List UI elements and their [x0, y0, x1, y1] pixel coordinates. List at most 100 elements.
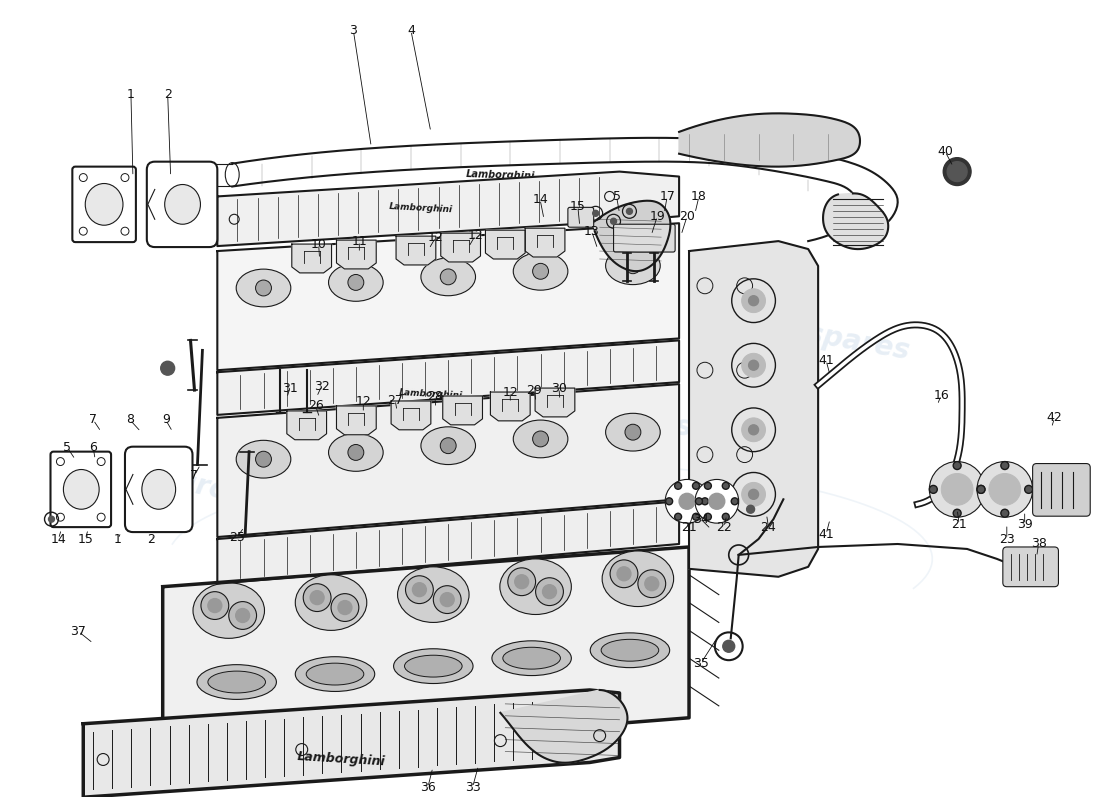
Ellipse shape [236, 440, 290, 478]
Circle shape [741, 482, 766, 506]
Circle shape [732, 498, 738, 505]
Polygon shape [535, 388, 575, 417]
Circle shape [610, 218, 616, 224]
Circle shape [693, 482, 700, 490]
Circle shape [741, 289, 766, 313]
Text: 16: 16 [934, 389, 949, 402]
Polygon shape [287, 411, 327, 440]
Ellipse shape [405, 655, 462, 677]
Circle shape [989, 474, 1021, 506]
Text: 18: 18 [691, 190, 707, 203]
Polygon shape [441, 233, 481, 262]
Circle shape [1001, 462, 1009, 470]
Text: 5: 5 [64, 441, 72, 454]
Circle shape [702, 498, 708, 505]
Text: 11: 11 [352, 234, 367, 248]
Text: 12: 12 [503, 386, 518, 398]
Polygon shape [218, 341, 679, 415]
Circle shape [593, 210, 598, 216]
Text: 40: 40 [937, 146, 954, 158]
Circle shape [338, 601, 352, 614]
Ellipse shape [64, 470, 99, 510]
Ellipse shape [295, 574, 366, 630]
Text: 7: 7 [190, 469, 198, 482]
Circle shape [954, 510, 961, 517]
Text: Lamborghini: Lamborghini [297, 750, 386, 769]
Text: eurospares: eurospares [734, 307, 912, 366]
Ellipse shape [421, 258, 475, 296]
Polygon shape [218, 171, 679, 246]
Ellipse shape [503, 647, 560, 669]
Text: 38: 38 [1031, 538, 1046, 550]
Text: 12: 12 [468, 229, 483, 242]
Circle shape [666, 479, 708, 523]
Text: 21: 21 [681, 521, 697, 534]
Circle shape [610, 560, 638, 588]
Text: 9: 9 [162, 414, 169, 426]
Circle shape [348, 274, 364, 290]
Circle shape [433, 586, 461, 614]
Polygon shape [485, 230, 525, 259]
Polygon shape [392, 401, 431, 430]
Circle shape [674, 482, 682, 490]
Text: 21: 21 [952, 518, 967, 530]
Circle shape [741, 354, 766, 377]
Text: 35: 35 [693, 657, 708, 670]
FancyBboxPatch shape [73, 166, 136, 242]
Text: 23: 23 [999, 533, 1014, 546]
Text: 14: 14 [51, 533, 66, 546]
Ellipse shape [606, 247, 660, 285]
Circle shape [749, 296, 759, 306]
Text: 19: 19 [649, 210, 666, 222]
Circle shape [201, 592, 229, 619]
Circle shape [638, 570, 666, 598]
FancyBboxPatch shape [1033, 463, 1090, 516]
Circle shape [515, 574, 529, 589]
Circle shape [617, 567, 631, 581]
Circle shape [723, 514, 729, 520]
Text: 13: 13 [584, 225, 600, 238]
Circle shape [627, 208, 632, 214]
Text: 32: 32 [314, 379, 330, 393]
Circle shape [310, 590, 324, 605]
Polygon shape [337, 406, 376, 434]
Circle shape [723, 640, 735, 652]
Polygon shape [84, 690, 619, 798]
Polygon shape [337, 240, 376, 269]
Text: Lamborghini: Lamborghini [398, 388, 463, 400]
Text: 33: 33 [464, 781, 481, 794]
Circle shape [977, 486, 985, 494]
Circle shape [679, 494, 695, 510]
Text: 15: 15 [77, 533, 94, 546]
Polygon shape [823, 194, 888, 249]
Circle shape [304, 584, 331, 611]
Circle shape [695, 498, 703, 505]
Circle shape [1025, 486, 1033, 494]
Circle shape [947, 162, 967, 182]
Ellipse shape [421, 427, 475, 465]
Circle shape [930, 462, 984, 517]
FancyBboxPatch shape [146, 162, 218, 247]
Circle shape [666, 498, 672, 505]
Text: 25: 25 [229, 530, 245, 543]
Text: 7: 7 [89, 414, 97, 426]
Text: 26: 26 [308, 399, 323, 413]
Ellipse shape [329, 434, 383, 471]
Circle shape [406, 576, 433, 603]
Circle shape [440, 593, 454, 606]
Circle shape [161, 362, 175, 375]
Text: 3: 3 [350, 24, 358, 37]
Text: 14: 14 [532, 193, 548, 206]
Circle shape [747, 506, 755, 514]
Text: 20: 20 [679, 210, 695, 222]
Circle shape [695, 479, 739, 523]
Polygon shape [218, 223, 679, 370]
Circle shape [508, 568, 536, 596]
Circle shape [930, 486, 937, 494]
Text: 8: 8 [125, 414, 134, 426]
Text: 10: 10 [310, 238, 327, 250]
Text: 27: 27 [387, 394, 403, 406]
Circle shape [645, 577, 659, 590]
Circle shape [331, 594, 359, 622]
Text: 12: 12 [355, 395, 371, 409]
